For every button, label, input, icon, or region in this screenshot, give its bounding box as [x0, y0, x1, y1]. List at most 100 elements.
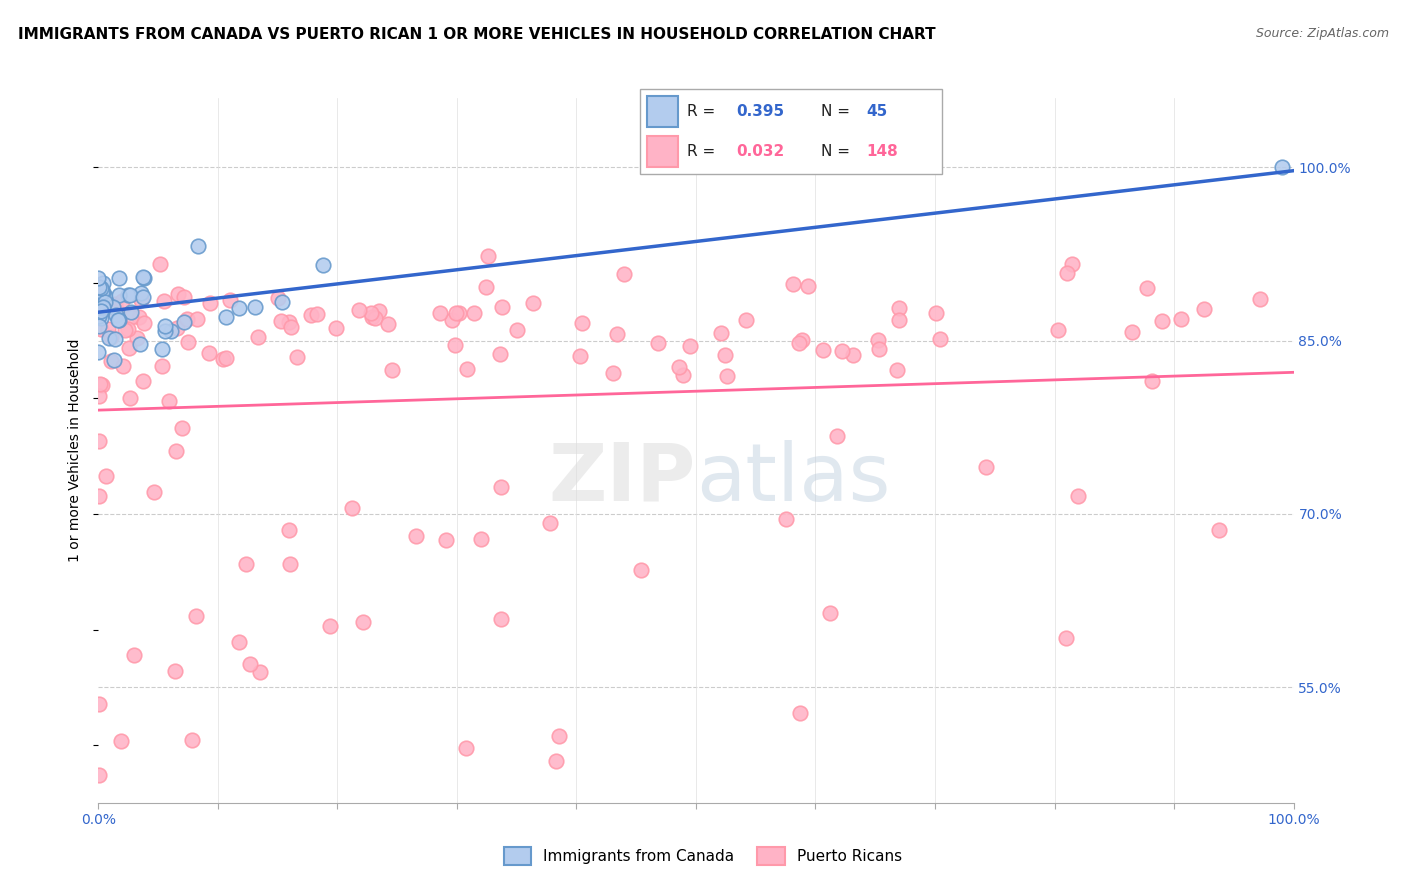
Point [475, 280, 498, 294]
Text: 0.032: 0.032 [737, 144, 785, 159]
Point [602, 366, 624, 380]
Point [352, 615, 374, 629]
Point [1170, 312, 1192, 326]
Point [87, 389, 110, 403]
Point [153, 325, 176, 339]
Point [1192, 302, 1215, 317]
Point [187, 238, 209, 252]
Point [87, 308, 110, 322]
Point [90, 304, 112, 318]
Point [197, 345, 219, 359]
Point [713, 348, 735, 362]
Point [120, 288, 142, 302]
Point [444, 337, 467, 351]
Point [90, 280, 112, 294]
Point [120, 305, 142, 319]
Point [247, 330, 270, 344]
Point [569, 349, 592, 363]
Y-axis label: 1 or more Vehicles in Household: 1 or more Vehicles in Household [69, 339, 83, 562]
Point [716, 369, 738, 384]
Point [91, 277, 114, 291]
Point [489, 347, 512, 361]
Point [124, 648, 146, 662]
Legend: Immigrants from Canada, Puerto Ricans: Immigrants from Canada, Puerto Ricans [498, 841, 908, 871]
Point [360, 310, 382, 325]
Point [235, 557, 257, 571]
Point [974, 460, 997, 475]
Point [1140, 374, 1163, 388]
Point [782, 277, 804, 292]
FancyBboxPatch shape [647, 96, 678, 128]
Point [153, 293, 176, 308]
Point [112, 359, 135, 373]
Point [831, 344, 853, 359]
Point [181, 733, 204, 747]
Point [381, 363, 404, 377]
Point [1249, 292, 1271, 306]
Point [491, 300, 513, 314]
Point [441, 313, 464, 327]
Point [89, 434, 111, 448]
Point [117, 322, 139, 336]
Point [447, 306, 470, 320]
Point [228, 635, 250, 649]
Point [100, 330, 122, 344]
Point [522, 295, 544, 310]
Point [90, 304, 112, 318]
Point [477, 249, 499, 263]
Point [93, 295, 115, 310]
Point [775, 511, 797, 525]
Point [186, 311, 208, 326]
Point [368, 303, 391, 318]
Point [177, 334, 200, 349]
Point [90, 301, 112, 316]
Point [277, 315, 299, 329]
Point [249, 665, 271, 680]
Point [278, 558, 301, 572]
Point [299, 309, 322, 323]
Point [134, 317, 156, 331]
Point [166, 286, 188, 301]
Point [149, 257, 172, 271]
Point [118, 341, 141, 355]
Point [444, 306, 467, 320]
Point [215, 310, 238, 324]
Point [811, 343, 834, 357]
Point [889, 301, 911, 316]
Point [211, 351, 233, 366]
Point [132, 270, 155, 285]
Point [797, 278, 820, 293]
Point [548, 729, 571, 743]
Point [117, 288, 139, 302]
Point [90, 322, 112, 336]
Point [89, 305, 111, 319]
Point [1047, 323, 1070, 337]
Point [127, 331, 149, 345]
Point [173, 315, 195, 329]
Point [787, 336, 810, 351]
Point [1271, 161, 1294, 175]
Point [270, 294, 292, 309]
Point [159, 324, 181, 338]
Point [165, 444, 187, 458]
Point [114, 323, 136, 337]
Point [89, 300, 111, 314]
Point [165, 664, 187, 678]
Point [613, 267, 636, 281]
Point [307, 307, 329, 321]
Point [90, 311, 112, 326]
Point [150, 359, 173, 373]
Point [1056, 266, 1078, 280]
Point [267, 291, 290, 305]
FancyBboxPatch shape [640, 89, 942, 174]
Point [97, 321, 120, 335]
FancyBboxPatch shape [647, 136, 678, 167]
Point [104, 297, 127, 311]
Point [606, 327, 628, 342]
Point [153, 319, 176, 334]
Point [131, 290, 153, 304]
Point [103, 352, 125, 367]
Point [198, 296, 221, 310]
Point [166, 321, 188, 335]
Point [89, 310, 111, 324]
